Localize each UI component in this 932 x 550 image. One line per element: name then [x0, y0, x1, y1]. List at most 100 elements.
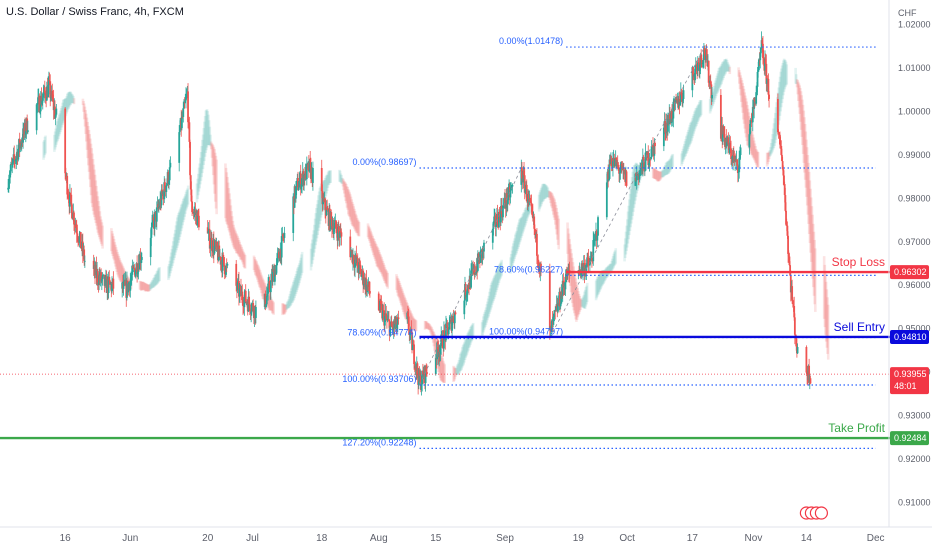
candle-body — [791, 286, 794, 301]
candle-body — [451, 322, 453, 331]
cloud-segment — [167, 264, 171, 279]
cloud-segment — [116, 252, 119, 275]
cloud-segment — [269, 297, 273, 311]
cloud-segment — [96, 196, 100, 233]
candle-body — [267, 283, 270, 294]
cloud-segment — [521, 214, 525, 234]
candle-body — [605, 182, 608, 218]
cloud-segment — [181, 201, 184, 226]
candle-body — [274, 269, 276, 282]
trade-level-label: Stop Loss — [832, 255, 885, 269]
cloud-segment — [651, 167, 655, 178]
cloud-segment — [803, 117, 806, 173]
cloud-segment — [184, 191, 188, 211]
candle-body — [463, 300, 466, 315]
cloud-segment — [608, 264, 611, 274]
cloud-segment — [328, 170, 331, 185]
cloud-segment — [659, 171, 662, 180]
candle-body — [360, 275, 363, 277]
cloud-segment — [662, 167, 666, 177]
cloud-segment — [659, 171, 663, 179]
candle-body — [149, 237, 152, 258]
candle-body — [726, 142, 728, 147]
cloud-segment — [347, 189, 350, 215]
candle-body — [377, 293, 380, 311]
candle-body — [452, 316, 455, 323]
cloud-segment — [765, 152, 769, 167]
candle-body — [165, 185, 168, 192]
candle-body — [711, 94, 713, 99]
candle-body — [643, 170, 646, 172]
cloud-segment — [350, 199, 354, 225]
candle-body — [698, 64, 701, 71]
cloud-segment — [430, 327, 434, 336]
candle-body — [335, 228, 338, 234]
cloud-segment — [552, 196, 555, 215]
time-tick-label: Oct — [619, 533, 635, 544]
cloud-segment — [723, 59, 727, 75]
candle-body — [265, 304, 267, 307]
cloud-segment — [142, 281, 146, 290]
candle-body — [385, 313, 388, 319]
candle-body — [591, 258, 593, 261]
cloud-segment — [203, 121, 206, 162]
fib-level-label: 78.60%(0.94774) — [347, 328, 416, 338]
cloud-segment — [488, 288, 492, 312]
cloud-segment — [585, 282, 589, 303]
cloud-segment — [795, 79, 799, 88]
cloud-segment — [172, 237, 176, 261]
cloud-segment — [202, 128, 206, 165]
cloud-segment — [141, 281, 144, 291]
candle-body — [40, 95, 43, 105]
cloud-segment — [198, 163, 201, 189]
candle-body — [47, 79, 50, 85]
cloud-segment — [670, 155, 673, 170]
candle-body — [509, 190, 512, 198]
cloud-segment — [355, 215, 358, 234]
cloud-segment — [682, 146, 685, 161]
cloud-segment — [440, 356, 444, 382]
cloud-segment — [292, 281, 295, 302]
cloud-segment — [709, 96, 713, 112]
cloud-segment — [240, 246, 244, 261]
cloud-segment — [283, 304, 287, 314]
candle-body — [764, 58, 767, 64]
cloud-segment — [395, 276, 399, 293]
cloud-segment — [384, 269, 387, 284]
candle-body — [436, 342, 439, 360]
cloud-segment — [718, 66, 722, 87]
cloud-segment — [352, 206, 356, 228]
cloud-segment — [470, 325, 474, 342]
cloud-segment — [284, 304, 288, 312]
cloud-segment — [782, 60, 785, 96]
candle-body — [533, 228, 536, 230]
cloud-segment — [750, 131, 754, 156]
cloud-segment — [343, 181, 347, 198]
cloud-segment — [772, 123, 776, 149]
candle-body — [38, 95, 41, 113]
candle-body — [151, 222, 153, 228]
fib-level-label: 0.00%(1.01478) — [499, 36, 563, 46]
candle-body — [265, 295, 268, 305]
candle-body — [305, 163, 308, 180]
candle-body — [271, 271, 274, 282]
cloud-segment — [598, 274, 601, 293]
cloud-segment — [90, 148, 94, 204]
candle-body — [133, 267, 136, 270]
cloud-segment — [753, 143, 757, 162]
cloud-segment — [695, 107, 698, 126]
cloud-segment — [600, 269, 604, 286]
candle-body — [719, 94, 722, 139]
cloud-segment — [573, 274, 577, 316]
cloud-segment — [169, 256, 172, 274]
candle-body — [389, 325, 392, 336]
candle-body — [671, 118, 674, 120]
cloud-segment — [480, 322, 484, 338]
cloud-segment — [328, 170, 332, 184]
cloud-segment — [169, 252, 173, 271]
cloud-segment — [414, 319, 417, 332]
price-tick-label: 1.00000 — [898, 106, 931, 116]
cloud-segment — [514, 234, 517, 257]
cloud-segment — [769, 143, 773, 155]
